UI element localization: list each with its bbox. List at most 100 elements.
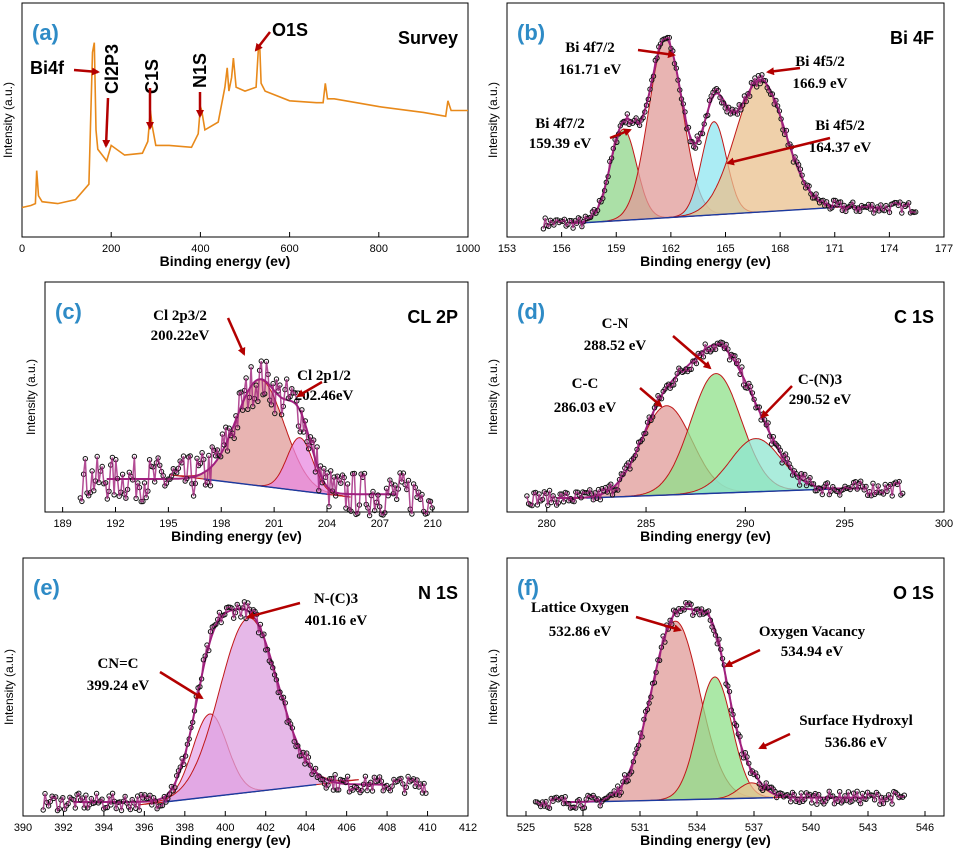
raw-data-point: [213, 621, 219, 627]
annotation-arrow: [758, 732, 791, 750]
peak-label: Cl 2p1/2: [297, 368, 351, 384]
peak-label: Bi 4f5/2: [795, 54, 845, 70]
x-tick-label: 531: [631, 822, 649, 834]
panel-label: (c): [55, 299, 82, 324]
peak-annotation: Bi4f: [30, 58, 65, 78]
x-axis-label: Binding energy (ev): [640, 253, 771, 269]
raw-data-line: [42, 601, 427, 813]
x-tick-label: 406: [337, 822, 355, 834]
peak-annotation: C1S: [142, 59, 162, 94]
x-tick-label: 153: [498, 243, 516, 255]
peak-value: 401.16 eV: [305, 613, 368, 629]
raw-data-line: [526, 341, 904, 507]
x-tick-label: 195: [159, 518, 177, 530]
annotation-arrow: [726, 136, 831, 166]
x-tick-label: 174: [880, 243, 898, 255]
x-tick-label: 285: [637, 518, 655, 530]
x-tick-label: 198: [212, 518, 230, 530]
raw-data-point: [633, 115, 639, 121]
x-tick-label: 543: [859, 822, 877, 834]
x-tick-label: 0: [19, 243, 25, 255]
x-tick-label: 396: [135, 822, 153, 834]
x-tick-label: 398: [176, 822, 194, 834]
peak-value: 159.39 eV: [529, 136, 592, 152]
raw-data-point: [538, 803, 544, 810]
annotation-arrow: [760, 385, 793, 419]
peak-value: 288.52 eV: [584, 338, 647, 354]
x-tick-label: 159: [607, 243, 625, 255]
x-tick-label: 177: [935, 243, 953, 255]
peak-value: 399.24 eV: [87, 678, 150, 694]
panel-e: 390 392 394 396 398 400 402 404 406 408 410 412 Bind…: [2, 557, 477, 848]
peak-value: 532.86 eV: [549, 624, 612, 640]
survey-line: [21, 42, 468, 209]
peak-label: Cl 2p3/2: [153, 308, 207, 324]
raw-data-point: [376, 774, 383, 780]
x-axis-label: Binding energy (ev): [640, 528, 771, 544]
raw-data-line: [542, 36, 916, 230]
raw-data-point: [711, 627, 717, 634]
panel-label: (f): [517, 575, 539, 600]
peak-label: C-C: [572, 376, 599, 392]
x-tick-label: 600: [280, 243, 298, 255]
raw-data-point: [723, 341, 729, 348]
peak-value: 202.46eV: [295, 388, 354, 404]
plot-frame: [22, 557, 469, 817]
x-tick-label: 204: [318, 518, 336, 530]
peak-annotation: N1S: [190, 53, 210, 88]
x-tick-label: 400: [191, 243, 209, 255]
panel-a: 0 200 400 600 800 1000 Binding energy (ev) Inte…: [1, 2, 480, 269]
panel-title: O 1S: [893, 583, 934, 603]
x-tick-label: 280: [538, 518, 556, 530]
x-tick-label: 404: [297, 822, 315, 834]
x-tick-label: 295: [836, 518, 854, 530]
fit-component-peak: [138, 617, 359, 806]
peak-label: Bi 4f5/2: [815, 118, 865, 134]
raw-data-point: [45, 803, 52, 809]
annotation-arrow: [226, 317, 246, 356]
peak-label: C-N: [602, 316, 629, 332]
raw-data-point: [551, 222, 557, 228]
fit-baseline: [582, 796, 774, 803]
x-tick-label: 201: [265, 518, 283, 530]
peak-value: 200.22eV: [151, 328, 210, 344]
x-tick-label: 162: [662, 243, 680, 255]
peak-label: Bi 4f7/2: [565, 40, 615, 56]
peak-value: 166.9 eV: [793, 76, 848, 92]
annotation-arrow: [609, 128, 632, 140]
annotation-arrow: [672, 335, 712, 370]
peak-label: CN=C: [97, 656, 138, 672]
annotation-arrow: [637, 48, 676, 59]
plot-frame: [21, 2, 469, 238]
peak-label: Oxygen Vacancy: [759, 624, 866, 640]
raw-data-point: [387, 788, 393, 794]
x-tick-label: 171: [826, 243, 844, 255]
raw-data-point: [782, 451, 789, 457]
x-tick-label: 410: [418, 822, 436, 834]
peak-value: 290.52 eV: [789, 392, 852, 408]
x-tick-label: 200: [102, 243, 120, 255]
x-axis-label: Binding energy (ev): [160, 832, 291, 848]
panel-label: (e): [33, 575, 60, 600]
peak-value: 286.03 eV: [554, 400, 617, 416]
x-tick-label: 165: [716, 243, 734, 255]
x-tick-label: 300: [935, 518, 953, 530]
x-tick-label: 412: [459, 822, 477, 834]
x-tick-label: 537: [745, 822, 763, 834]
panel-c: 189 192 195 198 201 204 207 210 Binding energy (…: [24, 281, 469, 544]
annotation-arrow: [766, 66, 801, 76]
raw-data-point: [541, 803, 547, 809]
peak-value: 164.37 eV: [809, 140, 872, 156]
x-tick-label: 402: [257, 822, 275, 834]
peak-label: C-(N)3: [798, 372, 842, 388]
y-axis-label: Intensity (a.u.): [2, 649, 16, 725]
x-tick-label: 394: [95, 822, 113, 834]
x-axis-label: Binding energy (ev): [640, 832, 771, 848]
panel-label: (b): [517, 20, 545, 45]
fit-baseline: [586, 487, 845, 499]
y-axis-label: Intensity (a.u.): [486, 82, 500, 158]
peak-value: 536.86 eV: [825, 735, 888, 751]
annotation-arrow: [246, 601, 301, 620]
y-axis-label: Intensity (a.u.): [1, 82, 15, 158]
